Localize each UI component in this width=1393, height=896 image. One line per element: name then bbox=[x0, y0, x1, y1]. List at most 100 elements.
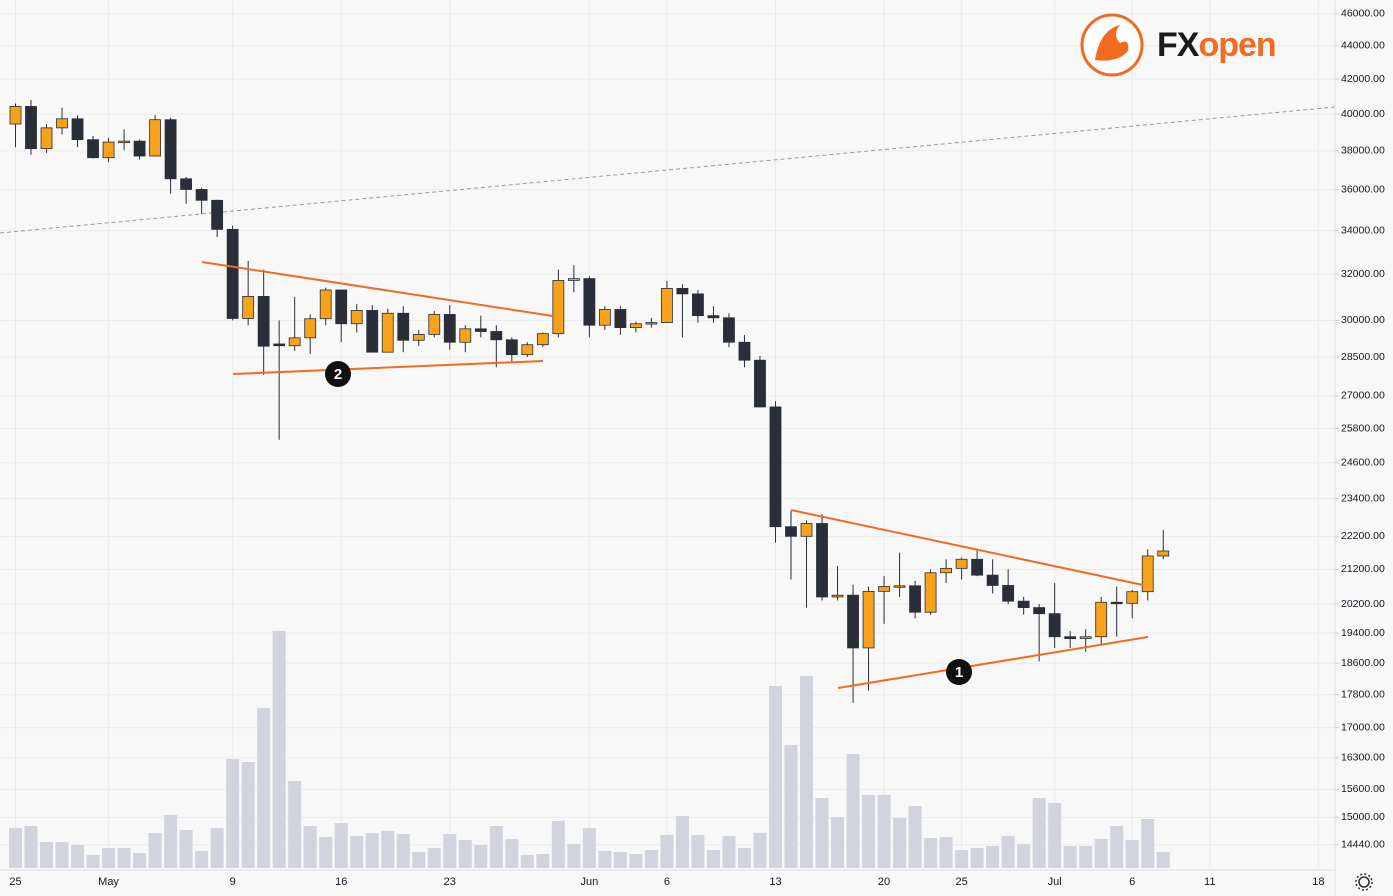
candle-body bbox=[723, 317, 735, 343]
x-tick-label: 13 bbox=[769, 876, 781, 888]
annotation-marker bbox=[946, 659, 972, 685]
volume-bar bbox=[691, 835, 705, 868]
candle-body bbox=[443, 314, 456, 343]
y-tick-label: 15600.00 bbox=[1341, 783, 1385, 795]
volume-bar bbox=[815, 798, 829, 868]
y-tick-label: 46000.00 bbox=[1341, 8, 1385, 20]
candle-body bbox=[1110, 601, 1123, 605]
candle-body bbox=[614, 309, 627, 329]
candle-body bbox=[25, 106, 37, 150]
candle-body bbox=[567, 278, 580, 281]
candle-body bbox=[692, 293, 704, 317]
settings-icon-ring[interactable] bbox=[1358, 876, 1370, 888]
volume-bar bbox=[1001, 836, 1015, 868]
volume-bar bbox=[303, 826, 317, 868]
candle-body bbox=[521, 344, 534, 356]
annotation-label: 2 bbox=[334, 366, 342, 383]
volume-bar bbox=[893, 818, 907, 868]
candle-body bbox=[474, 328, 487, 332]
candle-body bbox=[971, 558, 984, 576]
candle-body bbox=[505, 339, 518, 356]
volume-bar bbox=[955, 850, 969, 868]
candle-body bbox=[257, 296, 270, 347]
candle-body bbox=[1141, 555, 1154, 593]
y-tick-label: 20200.00 bbox=[1341, 598, 1385, 610]
volume-bar bbox=[241, 762, 255, 868]
trendlines bbox=[201, 261, 1149, 689]
candle-body bbox=[164, 119, 177, 180]
candle-body bbox=[785, 526, 797, 537]
volume-bar bbox=[272, 631, 286, 868]
candle-body bbox=[1095, 601, 1108, 638]
volume-bar bbox=[846, 754, 860, 868]
y-tick-label: 17800.00 bbox=[1341, 689, 1385, 701]
volume-bar bbox=[226, 759, 240, 868]
y-tick-label: 32000.00 bbox=[1341, 268, 1385, 280]
x-axis: 25 May 9 16 23 Jun 6 13 20 25 Jul 6 11 18 bbox=[9, 876, 1324, 888]
volume-bar bbox=[613, 852, 627, 868]
candle-body bbox=[831, 594, 844, 598]
volume-bar bbox=[753, 833, 767, 868]
candle-body bbox=[1048, 613, 1061, 638]
candle-body bbox=[1126, 591, 1139, 604]
volume-bar bbox=[551, 821, 565, 868]
candle-body bbox=[319, 289, 332, 320]
volume-bar bbox=[489, 826, 503, 868]
volume-bar bbox=[117, 848, 131, 868]
y-tick-label: 22200.00 bbox=[1341, 530, 1385, 542]
volume-bar bbox=[381, 831, 395, 868]
volume-bar bbox=[800, 676, 814, 868]
candle-body bbox=[536, 333, 549, 346]
volume-bar bbox=[1125, 840, 1139, 868]
candle-body bbox=[273, 343, 286, 347]
volume-bar bbox=[412, 852, 426, 868]
candle-body bbox=[226, 228, 239, 319]
volume-bar bbox=[660, 835, 674, 868]
candle-body bbox=[645, 322, 658, 325]
candle-body bbox=[816, 523, 828, 598]
candle-body bbox=[87, 139, 99, 159]
candle-body bbox=[288, 337, 301, 347]
annotation-label: 1 bbox=[955, 664, 963, 681]
y-tick-label: 14440.00 bbox=[1341, 839, 1385, 851]
x-tick-label: 25 bbox=[955, 876, 967, 888]
volume-bar bbox=[908, 806, 922, 868]
y-tick-label: 28500.00 bbox=[1341, 351, 1385, 363]
candle-body bbox=[676, 287, 689, 295]
volume-bar bbox=[598, 851, 612, 868]
volume-bar bbox=[831, 817, 845, 868]
y-tick-label: 44000.00 bbox=[1341, 40, 1385, 52]
settings-icon-teeth[interactable] bbox=[1355, 873, 1373, 891]
y-tick-label: 42000.00 bbox=[1341, 73, 1385, 85]
candle-body bbox=[71, 118, 84, 141]
candle-body bbox=[1064, 636, 1077, 639]
candle-body bbox=[180, 178, 193, 190]
settings-icon[interactable] bbox=[1355, 873, 1373, 891]
volume-bar bbox=[1094, 839, 1108, 868]
volume-bar bbox=[520, 855, 534, 868]
x-tick-label: 9 bbox=[230, 876, 236, 888]
candle-body bbox=[195, 189, 208, 201]
candle-body bbox=[754, 359, 766, 408]
volume-bar bbox=[9, 828, 22, 868]
candle-body bbox=[598, 309, 611, 326]
candle-body bbox=[211, 199, 224, 230]
candle-body bbox=[242, 296, 255, 319]
grid bbox=[0, 0, 1335, 870]
candle-body bbox=[366, 310, 379, 353]
y-tick-label: 24600.00 bbox=[1341, 456, 1385, 468]
x-tick-label: 23 bbox=[444, 876, 456, 888]
y-tick-label: 16300.00 bbox=[1341, 752, 1385, 764]
volume-bar bbox=[1048, 803, 1062, 868]
volume-bar bbox=[210, 828, 224, 868]
y-tick-label: 25800.00 bbox=[1341, 422, 1385, 434]
volume-bar bbox=[24, 826, 38, 868]
logo-emblem-shape bbox=[1095, 25, 1129, 61]
candle-body bbox=[397, 312, 410, 341]
x-tick-label: 16 bbox=[335, 876, 347, 888]
y-tick-label: 18600.00 bbox=[1341, 657, 1385, 669]
volume-bar bbox=[102, 848, 116, 868]
volume-bar bbox=[1110, 826, 1124, 868]
candle-body bbox=[118, 140, 130, 144]
